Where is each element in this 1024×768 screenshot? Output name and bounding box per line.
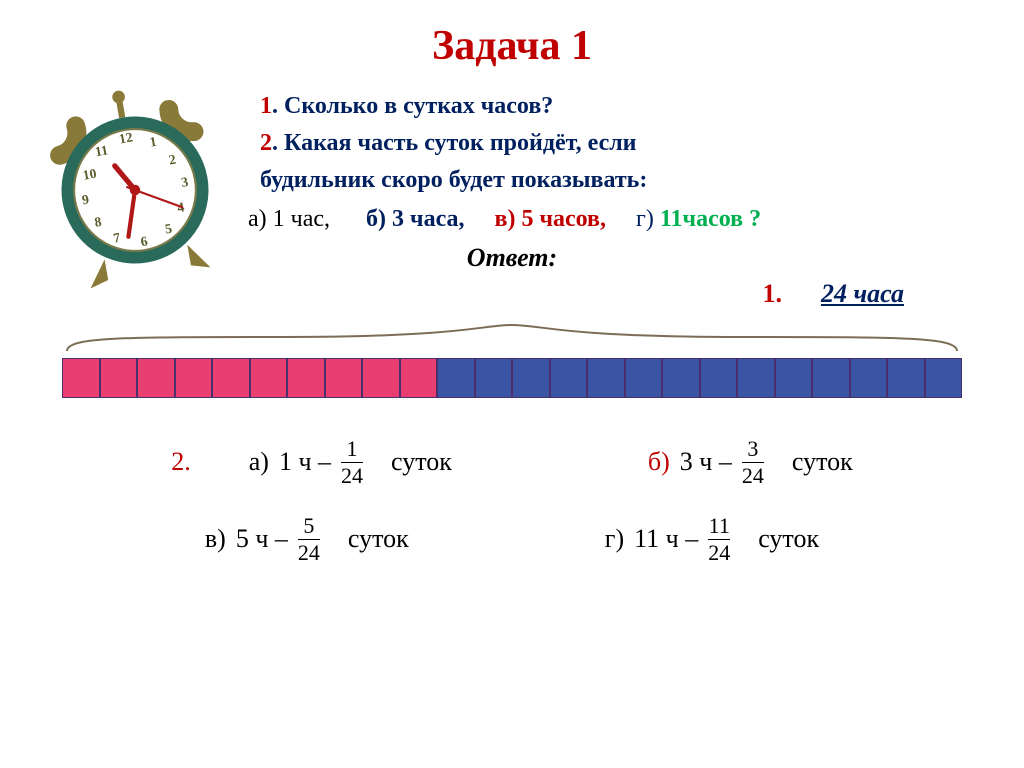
- ans-b-denom: 24: [742, 462, 764, 487]
- q1-number: 1: [260, 93, 272, 119]
- ans-b-post: суток: [792, 447, 853, 477]
- alarm-clock-illustration: 12 3 6 9 1 2 4 5 7 8 10 11: [30, 85, 240, 295]
- brace-over-bar: [62, 323, 962, 358]
- bar-segment: [62, 358, 100, 398]
- options-line: а) 1 час, б) 3 часа, в) 5 часов, г) 11ча…: [248, 206, 1024, 233]
- bar-segment: [662, 358, 700, 398]
- ans-d-post: суток: [758, 524, 819, 554]
- svg-text:12: 12: [118, 129, 134, 146]
- bar-segment: [212, 358, 250, 398]
- q2-line2: будильник скоро будет показывать:: [260, 167, 647, 193]
- bar-segment: [137, 358, 175, 398]
- ans-c-denom: 24: [298, 539, 320, 564]
- ans-d-fraction: 11 24: [708, 515, 730, 564]
- bar-segment: [625, 358, 663, 398]
- opt-d-label: г): [636, 206, 660, 232]
- bar-segment: [737, 358, 775, 398]
- bar-segment: [400, 358, 438, 398]
- ans-a-fraction: 1 24: [341, 438, 363, 487]
- svg-text:10: 10: [82, 166, 98, 183]
- ans-b-pre: 3 ч –: [680, 447, 732, 477]
- ans-a-numer: 1: [347, 438, 358, 462]
- ans-c-pre: 5 ч –: [236, 524, 288, 554]
- bar-segment: [512, 358, 550, 398]
- bar-segment: [925, 358, 963, 398]
- segment-bar: [62, 358, 962, 398]
- bar-segment: [700, 358, 738, 398]
- bar-segment: [175, 358, 213, 398]
- opt-d-val: 11часов ?: [660, 206, 761, 232]
- q2-line1: . Какая часть суток пройдёт, если: [272, 130, 637, 156]
- opt-b-label: б): [366, 206, 392, 232]
- bar-segment: [100, 358, 138, 398]
- ans-b-lbl: б): [648, 447, 670, 477]
- bar-segment: [850, 358, 888, 398]
- bar-segment: [475, 358, 513, 398]
- bar-segment: [587, 358, 625, 398]
- question-block: 1. Сколько в сутках часов? 2. Какая част…: [260, 88, 1024, 200]
- bar-segment: [437, 358, 475, 398]
- opt-c-label: в): [495, 206, 522, 232]
- ans-b-numer: 3: [747, 438, 758, 462]
- q1-text: . Сколько в сутках часов?: [272, 93, 553, 119]
- ans-c-fraction: 5 24: [298, 515, 320, 564]
- opt-a-label: а): [248, 206, 273, 232]
- page-title: Задача 1: [0, 0, 1024, 70]
- ans-a-pre: 1 ч –: [279, 447, 331, 477]
- bar-segment: [550, 358, 588, 398]
- ans-c-numer: 5: [303, 515, 314, 539]
- answer-a: а) 1 ч – 1 24 суток: [249, 438, 452, 487]
- bar-segment: [887, 358, 925, 398]
- bar-segment: [775, 358, 813, 398]
- answer-1-val: 24 часа: [821, 279, 904, 308]
- opt-a-val: 1 час,: [273, 206, 330, 232]
- answer-c: в) 5 ч – 5 24 суток: [205, 515, 409, 564]
- ans-a-denom: 24: [341, 462, 363, 487]
- bar-segment: [812, 358, 850, 398]
- bar-segment: [362, 358, 400, 398]
- bar-segment: [250, 358, 288, 398]
- fraction-answers: 2. а) 1 ч – 1 24 суток б) 3 ч – 3 24 сут…: [0, 438, 1024, 564]
- answer-d: г) 11 ч – 11 24 суток: [605, 515, 819, 564]
- ans-d-pre: 11 ч –: [634, 524, 698, 554]
- opt-b-val: 3 часа,: [392, 206, 464, 232]
- ans-a-post: суток: [391, 447, 452, 477]
- bar-segment: [325, 358, 363, 398]
- answer-b: б) 3 ч – 3 24 суток: [648, 438, 853, 487]
- answer-2-num: 2.: [171, 447, 191, 477]
- answer-1-num: 1.: [762, 279, 782, 308]
- ans-c-lbl: в): [205, 524, 226, 554]
- ans-c-post: суток: [348, 524, 409, 554]
- opt-c-val: 5 часов,: [521, 206, 606, 232]
- ans-d-lbl: г): [605, 524, 624, 554]
- ans-b-fraction: 3 24: [742, 438, 764, 487]
- q2-number: 2: [260, 130, 272, 156]
- ans-d-numer: 11: [709, 515, 730, 539]
- bar-segment: [287, 358, 325, 398]
- ans-d-denom: 24: [708, 539, 730, 564]
- ans-a-lbl: а): [249, 447, 269, 477]
